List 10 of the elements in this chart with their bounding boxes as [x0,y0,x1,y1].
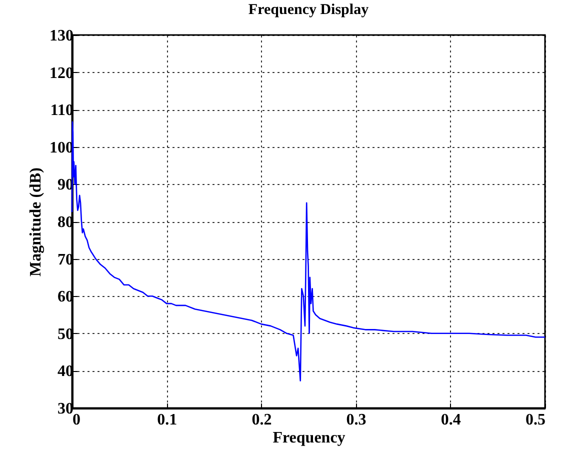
y-axis-title: Magnitude (dB) [28,168,44,276]
x-tick-label: 0 [72,412,80,428]
x-axis-title: Frequency [272,430,346,446]
x-tick-label: 0.1 [157,412,178,428]
x-tick-label: 0.2 [252,412,272,428]
x-tick-label: 0.5 [526,412,546,428]
x-tick-label: 0.3 [346,412,366,428]
line-series [71,121,546,382]
x-tick-label: 0.4 [440,412,461,428]
chart-title: Frequency Display [248,2,370,18]
